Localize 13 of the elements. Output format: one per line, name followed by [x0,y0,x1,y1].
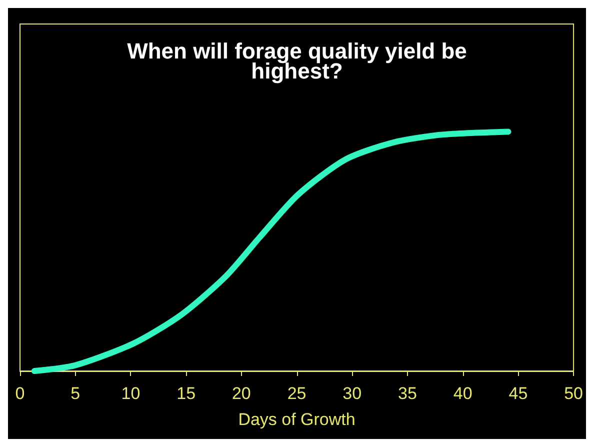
x-tick-label: 15 [176,384,196,403]
x-tick-label: 45 [508,384,528,403]
chart-title: When will forage quality yield be highest? [127,38,467,84]
x-tick-label: 40 [453,384,472,403]
x-tick-label: 35 [398,384,417,403]
x-tick-label: 20 [232,384,251,403]
x-tick-label: 30 [342,384,362,403]
x-tick-label: 25 [287,384,306,403]
x-tick-label: 5 [70,384,80,403]
x-tick-label: 10 [121,384,140,403]
x-axis-title: Days of Growth [238,410,356,429]
x-tick-label: 0 [15,384,25,403]
x-tick-label: 50 [564,384,584,403]
